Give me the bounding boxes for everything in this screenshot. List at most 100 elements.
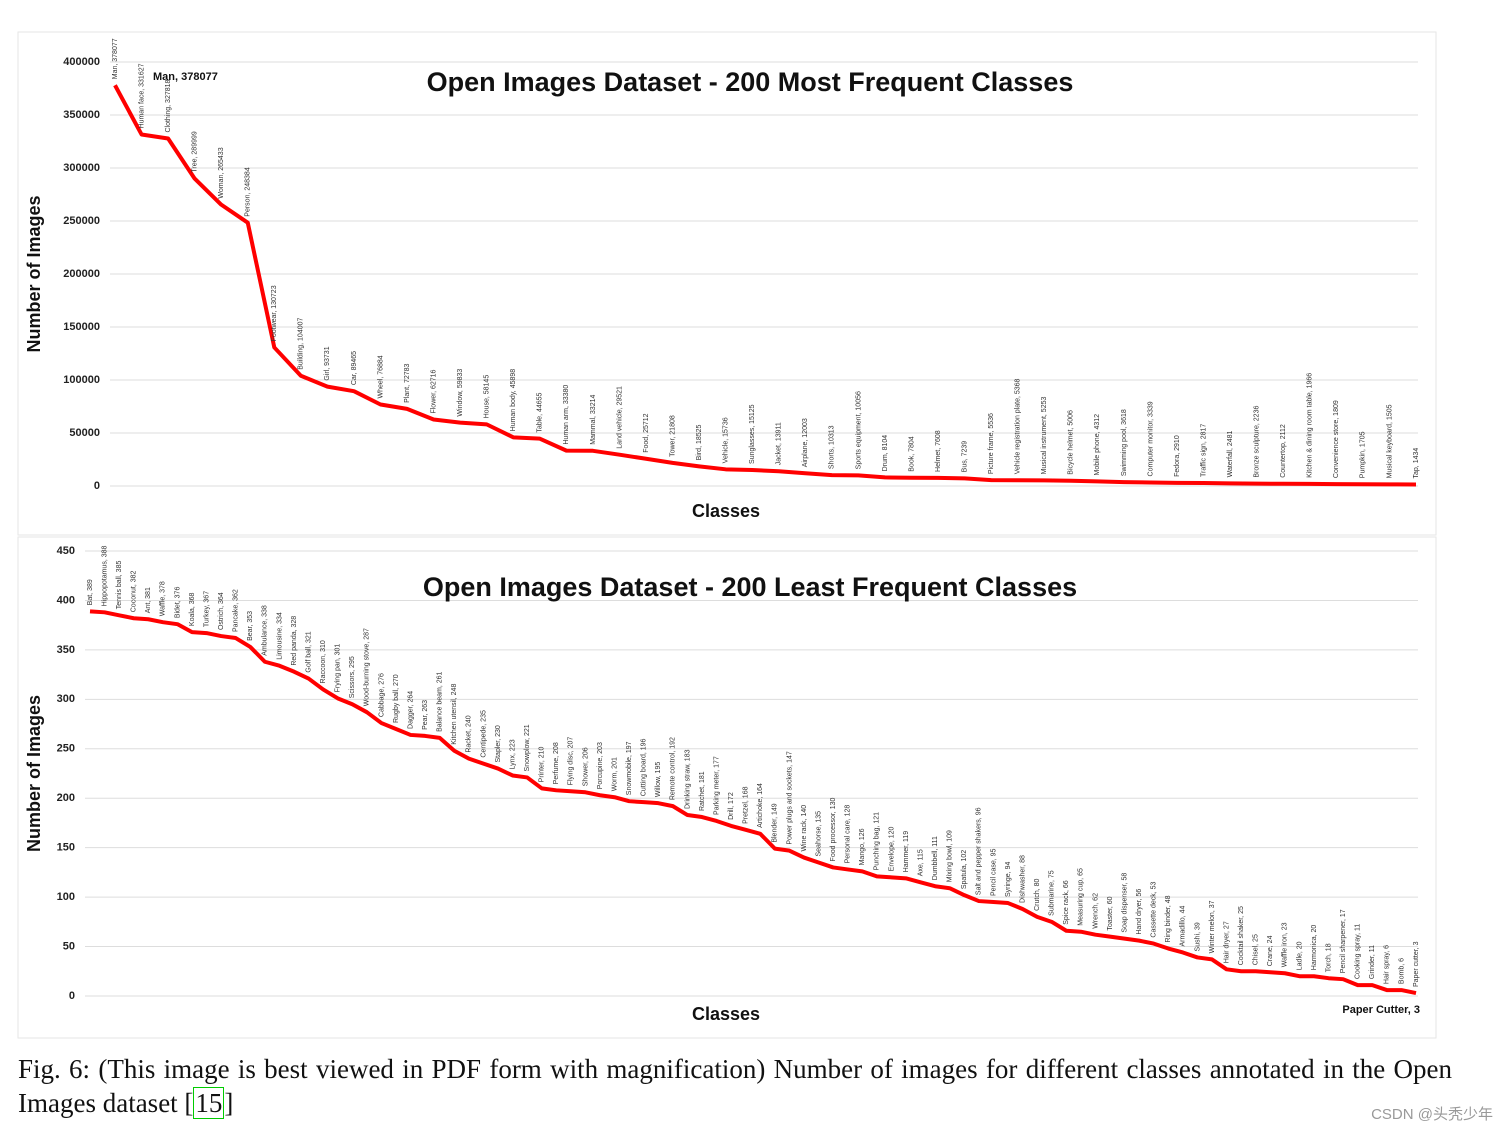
data-label: Car, 89465	[351, 351, 358, 385]
data-label: Human face, 331627	[138, 63, 145, 128]
y-tick-label: 300	[57, 693, 75, 705]
data-label: Flying disc, 207	[568, 737, 575, 786]
data-label: Toaster, 60	[1107, 896, 1114, 930]
data-label: Human body, 45898	[510, 369, 517, 432]
data-label: Bus, 7239	[961, 441, 968, 473]
data-label: Balance beam, 261	[437, 671, 444, 731]
y-tick-label: 50	[63, 940, 75, 952]
data-label: Building, 104007	[298, 317, 305, 369]
data-label: Parking meter, 177	[713, 756, 720, 815]
data-label: Woman, 265433	[218, 147, 225, 198]
data-label: Vehicle registration plate, 5368	[1015, 378, 1022, 474]
data-label: Grinder, 11	[1369, 945, 1376, 979]
data-label: Torch, 18	[1325, 943, 1332, 972]
data-label: Waterfall, 2481	[1227, 430, 1234, 477]
data-label: Dagger, 264	[407, 691, 414, 729]
data-label: Koala, 368	[189, 593, 196, 627]
y-tick-label: 150000	[63, 321, 100, 333]
data-label: Cooking spray, 11	[1355, 924, 1362, 979]
data-label: Ostrich, 364	[218, 592, 225, 630]
data-label: Drill, 172	[728, 792, 735, 820]
data-label: Submarine, 75	[1049, 870, 1056, 916]
data-label: Flower, 62716	[430, 369, 437, 413]
data-label: Printer, 210	[539, 746, 546, 782]
data-label: Ambulance, 338	[262, 605, 269, 656]
data-label: Porcupine, 203	[597, 742, 604, 789]
caption-end: ]	[224, 1088, 234, 1118]
y-tick-label: 350000	[63, 109, 100, 121]
data-label: Seahorse, 135	[815, 811, 822, 857]
data-label: Girl, 93731	[324, 346, 331, 380]
data-label: Axe, 115	[917, 849, 924, 876]
data-label: Sushi, 39	[1194, 922, 1201, 951]
y-tick-label: 450	[57, 545, 75, 557]
data-label: Musical keyboard, 1505	[1386, 404, 1393, 478]
data-label: Footwear, 130723	[271, 285, 278, 341]
y-tick-label: 200	[57, 792, 75, 804]
data-label: Man, 378077	[112, 38, 119, 79]
data-label: Power plugs and sockets, 147	[786, 751, 793, 844]
data-label: Armadillo, 44	[1180, 906, 1187, 947]
data-label: Bomb, 6	[1398, 958, 1405, 984]
data-label: Tennis ball, 385	[116, 561, 123, 610]
data-label: Stapler, 230	[495, 725, 502, 762]
data-label: Cabbage, 276	[378, 673, 385, 717]
y-axis-label: Number of Images	[24, 195, 44, 352]
data-label: Sports equipment, 10056	[855, 391, 862, 469]
data-label: Limousine, 334	[276, 612, 283, 660]
citation[interactable]: 15	[193, 1087, 225, 1119]
data-label: Willow, 195	[655, 762, 662, 798]
data-label: Table, 44655	[537, 392, 544, 432]
data-label: Winter melon, 37	[1209, 900, 1216, 953]
data-label: Sunglasses, 15125	[749, 404, 756, 464]
data-label: Kitchen & dining room table, 1966	[1307, 373, 1314, 478]
data-label: Envelope, 120	[888, 826, 895, 871]
data-label: Musical instrument, 5253	[1041, 397, 1048, 475]
data-label: Drinking straw, 183	[684, 749, 691, 809]
data-label: Lynx, 223	[509, 739, 516, 769]
data-label: Drum, 8104	[882, 435, 889, 472]
y-tick-label: 400000	[63, 56, 100, 68]
data-label: Raccoon, 310	[320, 640, 327, 683]
y-tick-label: 250	[57, 743, 75, 755]
y-tick-label: 200000	[63, 268, 100, 280]
x-axis-label: Classes	[692, 1004, 760, 1024]
data-label: Golf ball, 321	[305, 631, 312, 672]
data-label: Bicycle helmet, 5006	[1068, 410, 1075, 475]
data-label: Airplane, 12003	[802, 418, 809, 467]
data-label: Human arm, 33380	[563, 385, 570, 445]
data-label: Rugby ball, 270	[393, 674, 400, 723]
data-label: Paper cutter, 3	[1413, 941, 1420, 987]
data-label: Tower, 21808	[669, 415, 676, 457]
data-label: Convenience store, 1809	[1333, 400, 1340, 478]
y-tick-label: 350	[57, 644, 75, 656]
y-tick-label: 300000	[63, 162, 100, 174]
data-label: Swimming pool, 3618	[1121, 409, 1128, 476]
data-label: Snowplow, 221	[524, 724, 531, 771]
data-label: Hair spray, 6	[1384, 945, 1391, 984]
data-label: Hippopotamus, 388	[101, 545, 108, 606]
data-label: Bear, 353	[247, 611, 254, 641]
data-label: Traffic sign, 2817	[1200, 424, 1207, 477]
data-label: Food processor, 130	[830, 798, 837, 862]
data-label: Artichoke, 164	[757, 783, 764, 828]
data-label: Red panda, 328	[291, 616, 298, 666]
data-label: Hand dryer, 56	[1136, 889, 1143, 935]
data-label: Mixing bowl, 109	[947, 830, 954, 882]
data-label: Dumbbell, 111	[932, 836, 939, 880]
caption-text: Fig. 6: (This image is best viewed in PD…	[18, 1054, 1452, 1118]
data-label: Bronze sculpture, 2236	[1254, 406, 1261, 478]
data-label: Kitchen utensil, 248	[451, 684, 458, 745]
data-label: Ant, 381	[145, 587, 152, 613]
data-label: Tap, 1434	[1413, 448, 1420, 479]
panel	[17, 31, 1437, 536]
y-tick-label: 150	[57, 842, 75, 854]
data-label: Mammal, 33214	[590, 394, 597, 444]
data-label: Picture frame, 5536	[988, 413, 995, 474]
data-label: Shorts, 10313	[829, 425, 836, 469]
data-label: Fedora, 2910	[1174, 435, 1181, 477]
data-label: Spice rack, 66	[1063, 880, 1070, 924]
data-label: Window, 59833	[457, 369, 464, 417]
data-label: Coconut, 382	[131, 570, 138, 612]
